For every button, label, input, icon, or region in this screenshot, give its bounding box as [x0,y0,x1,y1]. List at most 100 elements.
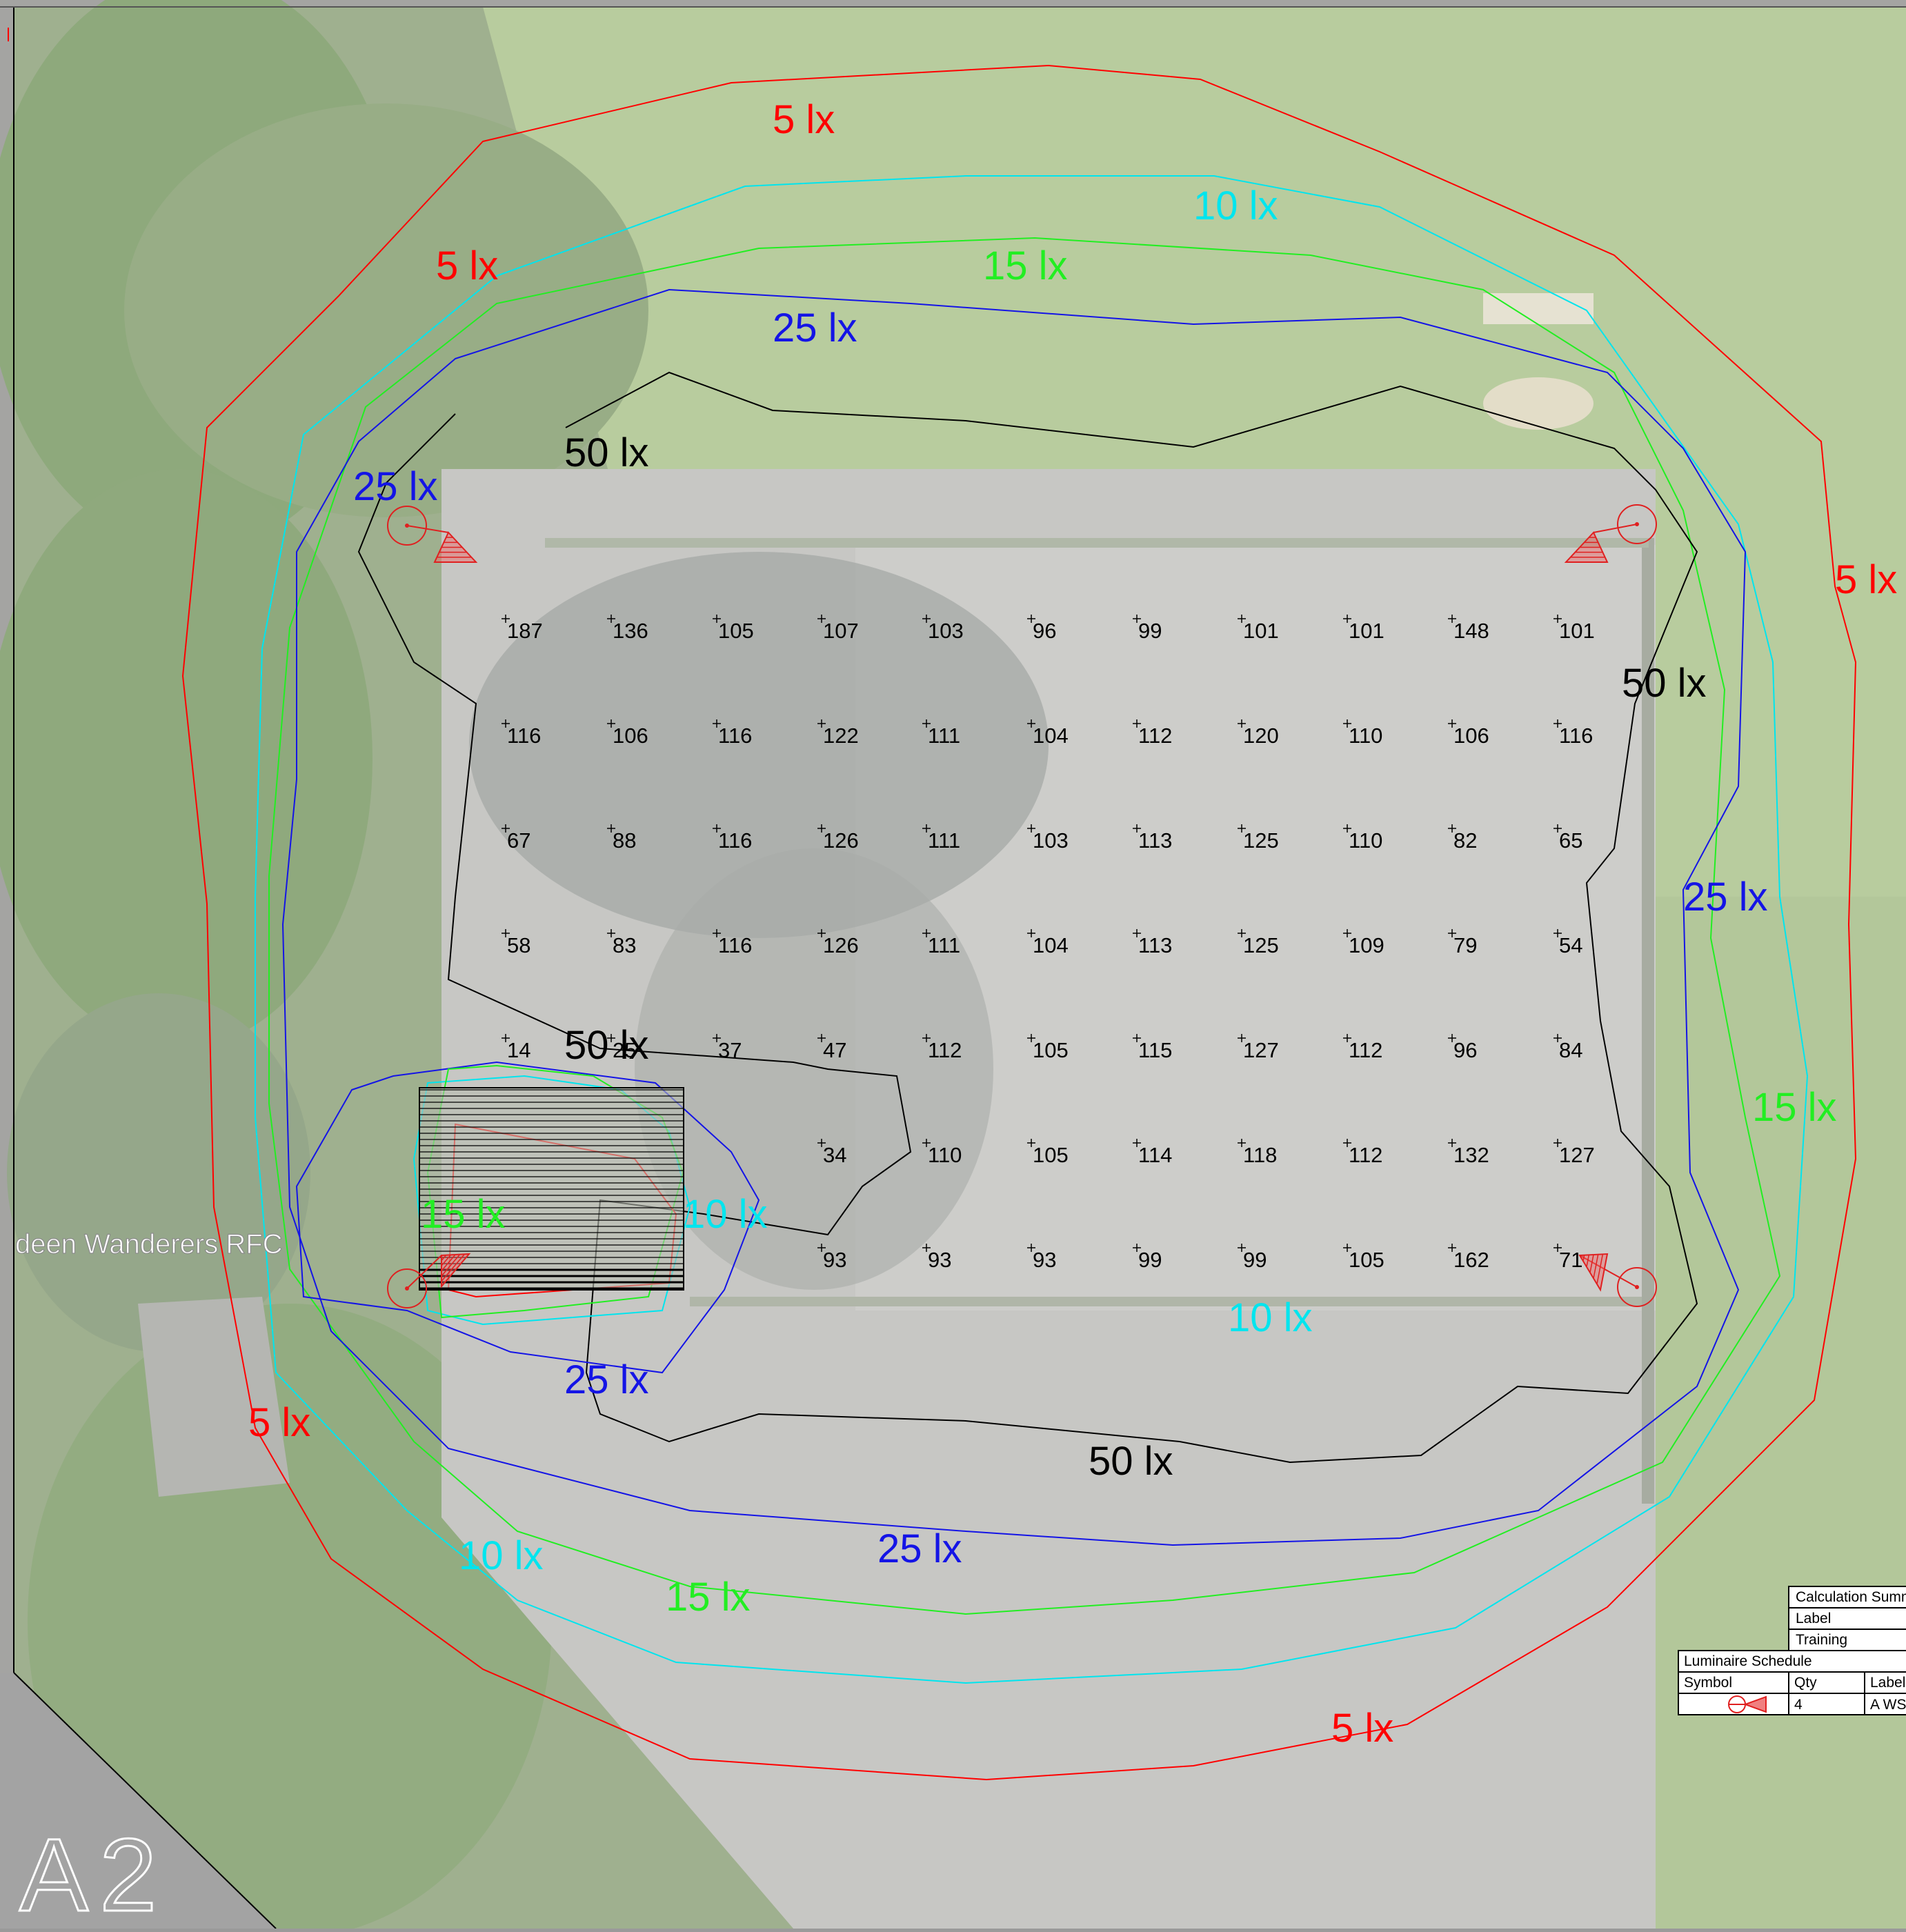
schedule-header-qty: Qty [1794,1675,1817,1691]
grid-point: 111 [922,824,960,853]
grid-point: 103 [922,615,964,643]
grid-value: 109 [1349,933,1384,957]
grid-point: 101 [1343,615,1384,643]
grid-point: 106 [1448,719,1489,748]
grid-value: 162 [1453,1248,1489,1272]
grid-point: 37 [713,1034,742,1062]
contour-label: 10 lx [1228,1295,1313,1340]
grid-value: 116 [718,828,752,853]
grid-point: 126 [817,824,859,853]
grid-point: 127 [1238,1034,1279,1062]
grid-value: 96 [1033,619,1056,643]
contour-label: 5 lx [1331,1706,1393,1751]
luminaire-symbol [387,506,478,563]
contour-label: 15 lx [1752,1085,1837,1130]
grid-value: 107 [823,619,859,643]
grid-value: 126 [823,933,859,957]
schedule-qty: 4 [1794,1697,1803,1713]
grid-point: 105 [1027,1034,1069,1062]
contour-label: 10 lx [459,1533,544,1578]
contour-15lx [268,237,1781,1615]
grid-value: 47 [823,1038,846,1062]
grid-value: 103 [1033,828,1069,853]
grid-point: 113 [1133,824,1172,853]
contour-label: 25 lx [877,1526,962,1571]
grid-point: 93 [922,1244,951,1272]
grid-value: 14 [507,1038,530,1062]
grid-point: 54 [1553,929,1582,957]
grid-point: 101 [1553,615,1595,643]
calculation-summary-table: Calculation Summ Label Training [1788,1586,1906,1651]
calc-summary-header: Label [1796,1611,1831,1626]
calc-summary-title: Calculation Summ [1796,1589,1906,1605]
grid-point: 111 [922,719,960,748]
grid-point: 136 [607,615,648,643]
grid-value: 101 [1559,619,1595,643]
grid-value: 101 [1349,619,1384,643]
contour-label: 5 lx [773,97,835,142]
grid-point: 93 [1027,1244,1056,1272]
grid-value: 111 [928,933,960,957]
grid-point: 105 [1343,1244,1384,1272]
grid-value: 84 [1559,1038,1582,1062]
grid-value: 114 [1138,1143,1172,1167]
grid-point: 116 [713,824,752,853]
place-label: deen Wanderers RFC [15,1229,283,1259]
contour-label: 50 lx [564,1023,649,1068]
grid-value: 112 [1138,724,1172,748]
grid-point: 109 [1343,929,1384,957]
grid-value: 127 [1559,1143,1595,1167]
luminaire-symbol [387,1253,471,1308]
grid-point: 110 [1343,719,1382,748]
calc-summary-row: Training [1796,1632,1847,1648]
grid-value: 125 [1243,933,1279,957]
grid-point: 67 [502,824,530,853]
grid-point: 125 [1238,929,1279,957]
grid-value: 112 [928,1038,962,1062]
grid-point: 84 [1553,1034,1582,1062]
grid-value: 103 [928,619,964,643]
grid-point: 106 [607,719,648,748]
grid-value: 25 [613,1038,636,1062]
luminaire-symbol [1564,504,1657,563]
grid-point: 65 [1553,824,1582,853]
grid-value: 125 [1243,828,1279,853]
grid-point: 111 [922,929,960,957]
grid-value: 93 [823,1248,846,1272]
contour-10lx [255,175,1809,1684]
grid-point: 116 [502,719,541,748]
grid-value: 104 [1033,724,1069,748]
grid-point: 112 [1133,719,1172,748]
grid-point: 122 [817,719,859,748]
grid-value: 37 [718,1038,742,1062]
grid-point: 113 [1133,929,1172,957]
grid-value: 112 [1349,1143,1382,1167]
grid-value: 116 [718,724,752,748]
grid-point: 104 [1027,719,1069,748]
grid-value: 111 [928,828,960,853]
grid-point: 162 [1448,1244,1489,1272]
grid-value: 105 [1033,1038,1069,1062]
grid-point: 88 [607,824,636,853]
grid-value: 106 [613,724,648,748]
grid-value: 93 [928,1248,951,1272]
grid-point: 82 [1448,824,1477,853]
grid-point: 93 [817,1244,846,1272]
grid-point: 101 [1238,615,1279,643]
grid-value: 79 [1453,933,1477,957]
grid-value: 54 [1559,933,1582,957]
grid-point: 110 [922,1139,962,1167]
grid-point: 25 [607,1034,636,1062]
contour-label: 50 lx [564,430,649,475]
luminaire-layer [387,504,1657,1308]
grid-point: 116 [713,929,752,957]
grid-value: 127 [1243,1038,1279,1062]
grid-value: 116 [507,724,541,748]
contour-label: 15 lx [421,1192,506,1237]
grid-value: 67 [507,828,530,853]
grid-point: 99 [1238,1244,1267,1272]
grid-point: 132 [1448,1139,1489,1167]
contour-label: 25 lx [773,306,857,350]
contour-label: 50 lx [1089,1439,1173,1484]
